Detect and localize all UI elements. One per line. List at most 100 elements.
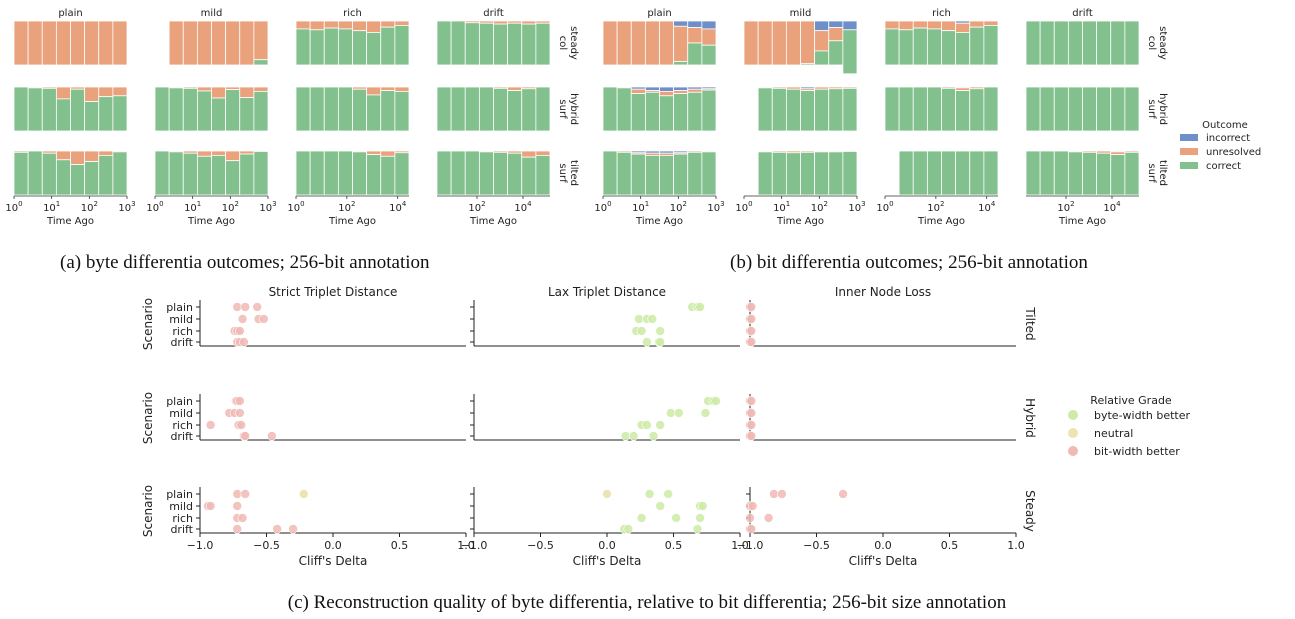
bar-segment-correct: [98, 96, 114, 132]
bar-segment-unresolved: [239, 150, 255, 155]
legend-swatch: [1180, 148, 1198, 155]
bar-segment-unresolved: [295, 20, 311, 30]
data-point: [655, 337, 666, 347]
bar-segment-correct: [464, 86, 480, 132]
bar-segment-unresolved: [366, 150, 382, 155]
bar-segment-unresolved: [13, 20, 29, 66]
bar-segment-correct: [771, 151, 787, 196]
bar-segment-correct: [478, 151, 494, 196]
bar-segment-unresolved: [771, 20, 787, 66]
x-tick-label: 103: [259, 200, 276, 214]
bar-segment-correct: [394, 152, 410, 196]
data-point: [763, 513, 774, 523]
bar-segment-correct: [1039, 150, 1055, 196]
bar-segment-correct: [785, 88, 801, 132]
bar-segment-incorrect: [701, 20, 717, 30]
x-tick-label: 102: [1057, 200, 1074, 214]
data-point: [747, 501, 758, 511]
x-tick-label: −0.5: [803, 539, 830, 552]
bar-segment-correct: [1025, 150, 1041, 196]
bar-segment-correct: [436, 86, 452, 132]
data-point: [232, 489, 243, 499]
bar-segment-unresolved: [55, 20, 71, 66]
bar-segment-correct: [1096, 86, 1112, 132]
bar-segment-correct: [828, 40, 844, 66]
legend-title: Relative Grade: [1090, 394, 1172, 407]
bar-segment-correct: [253, 59, 269, 66]
x-axis-label: Time Ago: [917, 216, 965, 227]
bar-segment-unresolved: [41, 20, 57, 66]
bar-segment-correct: [800, 151, 816, 196]
data-point: [236, 420, 247, 430]
bar-segment-unresolved: [941, 20, 957, 32]
bar-segment-unresolved: [352, 20, 368, 32]
bar-segment-correct: [1124, 86, 1140, 132]
bar-segment-correct: [295, 150, 311, 196]
bar-segment-unresolved: [225, 20, 241, 66]
data-point: [746, 302, 757, 312]
y-tick-label: plain: [166, 395, 193, 408]
bar-segment-unresolved: [55, 86, 71, 100]
bar-segment-correct: [898, 150, 914, 196]
x-tick-label: 100: [5, 200, 22, 214]
data-point: [267, 431, 277, 441]
legend-swatch: [1180, 162, 1198, 169]
panel-c-cliffs-delta-grid: Strict Triplet Distance Lax Triplet Dista…: [141, 285, 1037, 568]
x-tick-label: 104: [514, 200, 532, 214]
data-point-neutral: [298, 489, 309, 499]
bar-segment-unresolved: [112, 86, 128, 97]
bar-segment-correct: [380, 155, 396, 196]
bar-segment-correct: [366, 154, 382, 196]
x-tick-label: 102: [81, 200, 98, 214]
data-point: [642, 420, 652, 430]
bar-segment-correct: [1082, 20, 1098, 66]
bar-segment-unresolved: [98, 20, 114, 66]
bar-segment-correct: [1067, 151, 1083, 196]
y-tick-label: plain: [166, 301, 193, 314]
bar-segment-unresolved: [211, 20, 227, 66]
bar-segment-unresolved: [366, 86, 382, 96]
row-label: steady: [568, 26, 579, 60]
data-point: [205, 420, 216, 430]
row-label: tilted: [568, 160, 579, 186]
row-label: Tilted: [1023, 306, 1037, 340]
data-point: [232, 524, 243, 534]
data-point: [746, 408, 757, 418]
x-axis-label: Cliff's Delta: [849, 554, 918, 568]
x-tick-label: 0.5: [941, 539, 959, 552]
bar-segment-unresolved: [211, 150, 227, 156]
bar-segment-unresolved: [380, 150, 396, 157]
bar-segment-correct: [941, 150, 957, 196]
bar-segment-correct: [884, 28, 900, 66]
bar-segment-correct: [701, 151, 717, 196]
column-title: mild: [790, 8, 812, 19]
bar-segment-unresolved: [535, 150, 551, 156]
bar-segment-correct: [1025, 86, 1041, 132]
data-point: [623, 524, 634, 534]
bar-segment-correct: [168, 151, 184, 196]
legend-label: unresolved: [1206, 147, 1261, 158]
bar-segment-correct: [27, 150, 43, 196]
x-tick-label: 102: [222, 200, 239, 214]
bar-segment-correct: [394, 24, 410, 66]
x-tick-label: 103: [118, 200, 135, 214]
data-point: [745, 513, 755, 523]
bar-segment-incorrect: [673, 20, 689, 27]
bar-segment-correct: [84, 161, 100, 196]
data-point: [620, 431, 631, 441]
data-point: [634, 314, 644, 324]
bar-segment-correct: [842, 151, 858, 196]
bar-segment-correct: [295, 86, 311, 132]
bar-segment-correct: [884, 86, 900, 132]
data-point: [644, 489, 655, 499]
bar-segment-correct: [352, 88, 368, 132]
legend-title: Outcome: [1202, 120, 1248, 131]
column-title: rich: [932, 8, 951, 19]
bar-segment-unresolved: [616, 20, 632, 66]
bar-segment-correct: [814, 88, 830, 132]
bar-segment-unresolved: [912, 20, 928, 29]
bar-segment-correct: [478, 22, 494, 66]
x-tick-label: 104: [1103, 200, 1121, 214]
bar-segment-correct: [602, 86, 618, 132]
